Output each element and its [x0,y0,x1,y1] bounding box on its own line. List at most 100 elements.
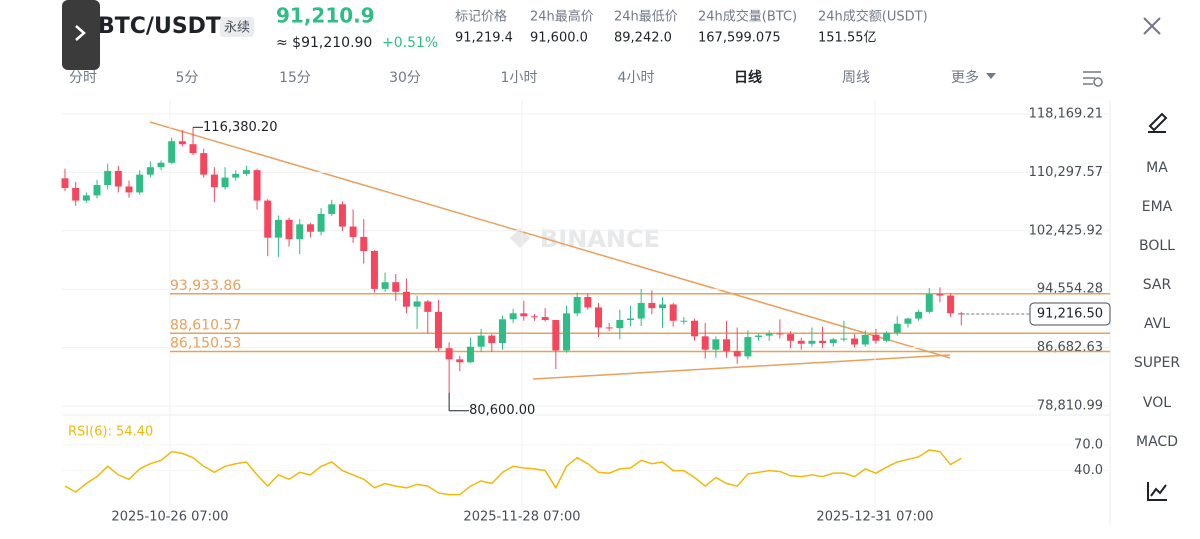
change: +0.51% [382,35,438,51]
draw-icon[interactable] [1148,112,1168,133]
indicator-button[interactable]: SUPER [1134,355,1180,371]
indicator-button[interactable]: MACD [1136,434,1178,450]
candle-body [274,219,282,238]
stat-value: 151.55亿 [818,31,877,46]
candle-body [819,340,827,344]
icon-stroke [1147,482,1167,501]
indicator-button[interactable]: VOL [1143,395,1171,411]
candle-body [189,144,197,154]
candle-body [445,348,453,360]
settings-icon[interactable] [1083,71,1103,87]
last-price-label: 91,216.50 [1037,306,1103,321]
candle-body [424,301,432,312]
candle-body [691,320,699,337]
candle-body [338,204,346,227]
stat-value: 167,599.075 [698,31,781,46]
close[interactable] [1143,17,1161,35]
candle-body [659,304,667,309]
timeframe-tab[interactable]: 更多 [951,69,979,86]
y-tick-label: 86,682.63 [1037,340,1103,355]
trend-line[interactable] [532,354,951,380]
timeframe-tab[interactable]: 周线 [842,70,870,86]
chart-icon[interactable] [1147,482,1167,501]
stat-label: 标记价格 [455,9,507,25]
timeframe-tab[interactable]: 1小时 [501,70,538,86]
y-tick-label: 102,425.92 [1029,223,1103,238]
stat-value: 89,242.0 [614,31,672,46]
candle-body [232,173,240,178]
trend-line[interactable] [149,121,951,359]
candle-body [872,334,880,341]
close-stroke [1143,17,1161,35]
candle-body [200,153,208,175]
candle-body [456,359,464,363]
candle-body [595,307,602,328]
indicator-button[interactable]: EMA [1142,199,1173,215]
candle-body [488,335,496,344]
candle-body [61,178,69,188]
timeframe-tab[interactable]: 日线 [734,69,762,86]
timeframe-tab[interactable]: 4小时 [618,70,655,86]
candle-body [733,351,741,357]
stat-label: 24h成交额(USDT) [818,9,928,25]
indicator-button[interactable]: AVL [1144,316,1170,332]
y-tick-label: 118,169.21 [1029,107,1103,122]
candle-body [936,294,944,296]
indicator-button[interactable]: SAR [1143,277,1172,293]
icon-stroke [1148,112,1168,132]
candle-body [104,170,112,186]
candle-body [765,333,773,336]
timeframe-tab[interactable]: 30分 [389,70,421,86]
candle-body [296,224,304,240]
candle-body [840,338,848,340]
candle-body [861,334,869,345]
candle-body [136,174,144,193]
candle-body [466,346,474,363]
price-usd: ≈ $91,210.90 [276,35,372,51]
timeframe-tab[interactable]: 分时 [69,70,97,86]
watermark: BINANCE [540,225,660,253]
candle-body [530,316,538,318]
last-price-box [1029,302,1111,326]
stat-label: 24h成交量(BTC) [698,9,797,25]
candle-body [925,294,933,312]
candle-body [82,195,90,201]
timeframe-tab[interactable]: 5分 [176,70,199,86]
candle-body [178,141,186,145]
candle-body [317,213,325,232]
candle-body [360,236,368,252]
candle-body [829,339,837,344]
candle-body [883,332,891,341]
candle-body [349,226,357,237]
candle-body [381,282,389,289]
chevron [75,25,86,41]
candle-body [776,333,784,335]
icon-stroke [1093,77,1103,87]
candle-body [157,162,165,168]
candle-body [573,297,581,314]
candle-body [637,302,645,319]
annotation: 80,600.00 [469,403,535,418]
indicator-button[interactable]: BOLL [1139,238,1175,254]
candle-body [744,337,752,357]
candle-body [253,170,261,201]
candle-body [701,336,709,350]
candle-body [893,323,901,333]
candle-body [787,334,795,341]
candle-body [797,340,805,344]
timeframe-tab[interactable]: 15分 [279,70,311,86]
candle-body [562,313,570,351]
y-tick-label: 110,297.57 [1029,165,1103,180]
candle-body [114,170,122,187]
annotation: 116,380.20 [203,120,277,135]
pair[interactable]: BTC/USDT [98,14,221,39]
candle-body [904,318,912,324]
candle-body [168,141,176,163]
candle-body [605,327,613,329]
indicator-button[interactable]: MA [1146,160,1168,176]
candle-body [392,282,400,292]
candle-body [584,297,592,308]
candle-body [402,291,410,307]
candle-body [242,170,250,174]
